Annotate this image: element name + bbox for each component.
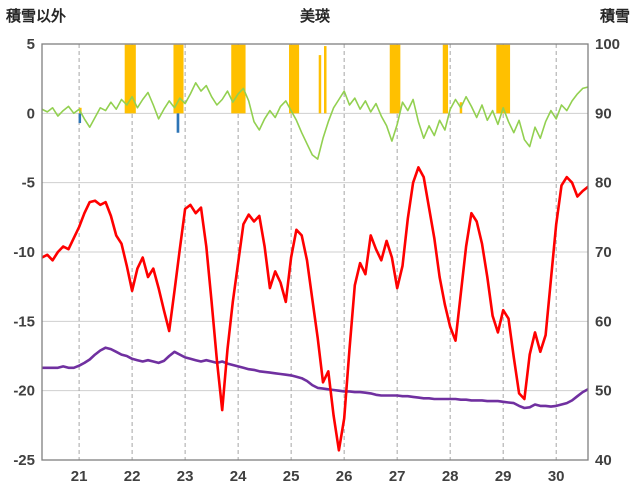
svg-text:-5: -5	[22, 175, 35, 192]
svg-text:70: 70	[595, 244, 612, 261]
svg-text:29: 29	[495, 468, 512, 485]
svg-text:22: 22	[124, 468, 141, 485]
svg-text:24: 24	[230, 468, 247, 485]
right-axis-title: 積雪	[599, 7, 630, 25]
svg-text:28: 28	[442, 468, 459, 485]
svg-text:-15: -15	[13, 313, 35, 330]
svg-text:40: 40	[595, 452, 612, 469]
svg-text:25: 25	[283, 468, 300, 485]
svg-text:30: 30	[548, 468, 565, 485]
precipitation-bars	[78, 44, 511, 133]
plot-frame	[41, 43, 589, 461]
svg-text:100: 100	[595, 36, 620, 53]
svg-text:-10: -10	[13, 244, 35, 261]
svg-text:-25: -25	[13, 452, 35, 469]
svg-text:60: 60	[595, 313, 612, 330]
data-series	[42, 82, 588, 452]
svg-text:26: 26	[336, 468, 353, 485]
svg-text:80: 80	[595, 175, 612, 192]
svg-text:23: 23	[177, 468, 194, 485]
svg-text:21: 21	[71, 468, 88, 485]
left-axis-title: 積雪以外	[5, 7, 66, 25]
svg-text:27: 27	[389, 468, 406, 485]
chart-title: 美瑛	[300, 7, 331, 25]
svg-text:0: 0	[27, 105, 35, 122]
svg-text:90: 90	[595, 105, 612, 122]
svg-text:50: 50	[595, 383, 612, 400]
svg-text:-20: -20	[13, 383, 35, 400]
svg-text:5: 5	[27, 36, 35, 53]
